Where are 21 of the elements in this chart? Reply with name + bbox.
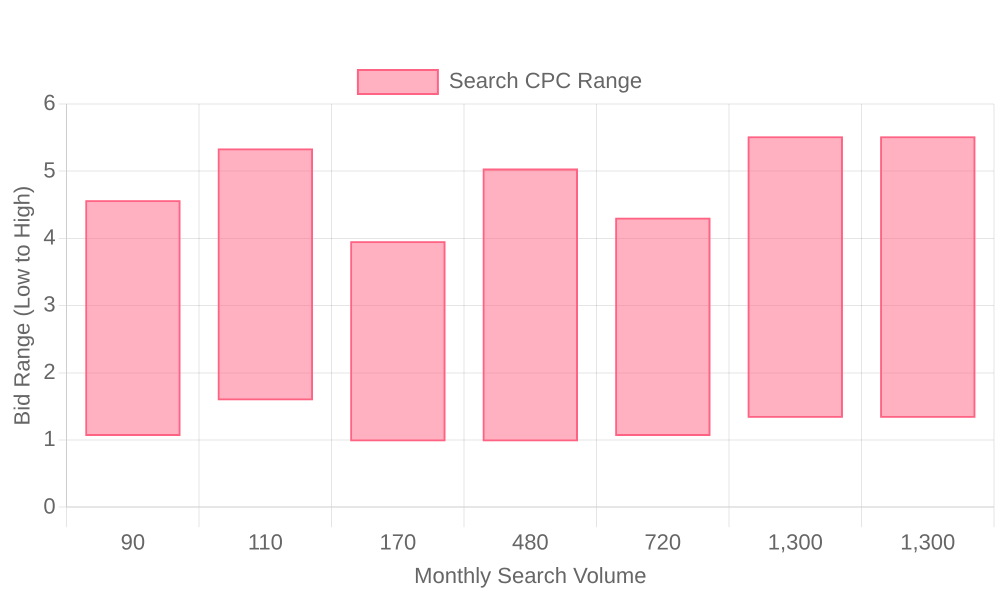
y-tick-label: 1 [43, 426, 56, 452]
legend-label: Search CPC Range [448, 68, 642, 94]
x-tick-label: 110 [248, 529, 283, 554]
y-tick-label: 5 [43, 157, 56, 182]
y-tick-label: 3 [43, 292, 56, 317]
bar [482, 168, 578, 442]
x-tick-label: 1,300 [768, 529, 823, 554]
x-tick-label: 170 [379, 529, 416, 554]
bar [85, 200, 181, 436]
y-tick-label: 6 [43, 90, 56, 116]
bar [350, 241, 446, 442]
y-tick-label: 2 [43, 358, 56, 384]
x-axis-title: Monthly Search Volume [414, 562, 646, 588]
y-axis-title: Bid Range (Low to High) [9, 186, 34, 426]
x-tick-label: 480 [512, 529, 549, 554]
x-tick-label: 90 [120, 529, 146, 554]
y-tick-label: 0 [43, 493, 56, 518]
x-tick-label: 720 [644, 529, 682, 554]
bar [218, 148, 314, 400]
y-tick-label: 4 [43, 224, 56, 250]
x-tick-label: 1,300 [900, 529, 956, 554]
